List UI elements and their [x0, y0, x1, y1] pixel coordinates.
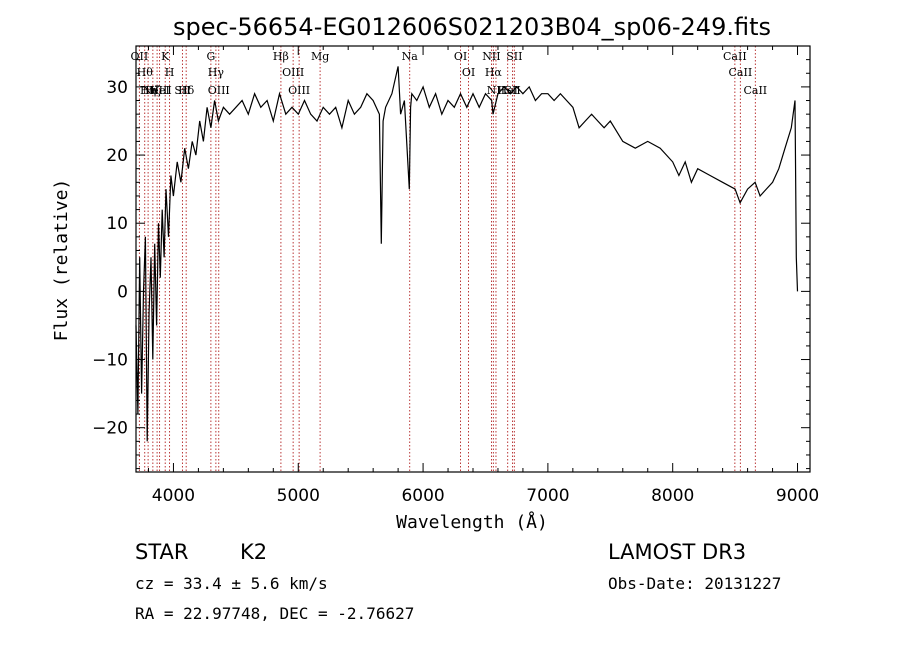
y-tick-label: 0 [117, 282, 128, 302]
observation-date: Obs-Date: 20131227 [608, 574, 782, 593]
axis-ticks [136, 45, 810, 472]
emission-line-label: CaII [729, 66, 753, 79]
emission-line-label: NII [482, 50, 500, 63]
emission-line-label: CaII [743, 84, 767, 97]
y-tick-label: −10 [92, 351, 128, 371]
y-tick-label: 20 [106, 146, 128, 166]
emission-line-label: NeIII [143, 84, 172, 97]
emission-line-label: Hζ [145, 84, 161, 97]
redshift-cz: cz = 33.4 ± 5.6 km/s [135, 574, 328, 593]
emission-line-label: H [165, 66, 175, 79]
emission-line-label: HeI [149, 84, 169, 97]
x-tick-label: 4000 [152, 486, 195, 506]
emission-line-label: SII [506, 50, 522, 63]
object-subclass: K2 [240, 540, 268, 564]
emission-line-label: Hδ [178, 84, 195, 97]
emission-lines [138, 46, 756, 472]
emission-line-label: SII [174, 84, 190, 97]
spectrum-line [135, 66, 799, 442]
emission-line-label: K [161, 50, 170, 63]
x-tick-label: 7000 [526, 486, 569, 506]
emission-line-label: Hθ [137, 66, 154, 79]
emission-line-label: OII [131, 50, 149, 63]
emission-line-label: Hγ [208, 66, 225, 79]
emission-line-label: OIII [288, 84, 310, 97]
y-tick-label: 30 [106, 78, 128, 98]
survey-name: LAMOST DR3 [608, 540, 747, 564]
x-axis-label: Wavelength (Å) [396, 511, 548, 533]
y-tick-label: 10 [106, 214, 128, 234]
emission-line-label: CaII [723, 50, 747, 63]
y-tick-label: −20 [92, 419, 128, 439]
plot-frame [135, 45, 811, 473]
emission-line-label: G [206, 50, 215, 63]
object-class: STAR [135, 540, 189, 564]
emission-line-label: OIII [208, 84, 230, 97]
emission-line-labels: OIIHθHηHζNeIIIHeIKHSIIHδGHγOIIIHβOIIIOII… [131, 50, 768, 97]
sky-coordinates: RA = 22.97748, DEC = -2.76627 [135, 604, 415, 623]
emission-line-label: Hα [485, 66, 503, 79]
x-tick-label: 6000 [401, 486, 444, 506]
chart-title: spec-56654-EG012606S021203B04_sp06-249.f… [173, 13, 771, 41]
x-tick-label: 9000 [776, 486, 819, 506]
axis-tick-labels: 4000 5000 6000 7000 8000 9000 −20 −10 0 10 20 30 [92, 78, 819, 506]
emission-line-label: OI [454, 50, 467, 63]
emission-line-label: Mg [311, 50, 329, 63]
x-tick-label: 5000 [277, 486, 320, 506]
emission-line-label: Na [402, 50, 419, 63]
emission-line-label: OIII [282, 66, 304, 79]
emission-line-label: OI [462, 66, 475, 79]
emission-line-label: Hβ [273, 50, 289, 63]
emission-line-label: NII [487, 84, 505, 97]
y-axis-label: Flux (relative) [51, 179, 72, 342]
x-tick-label: 8000 [651, 486, 694, 506]
